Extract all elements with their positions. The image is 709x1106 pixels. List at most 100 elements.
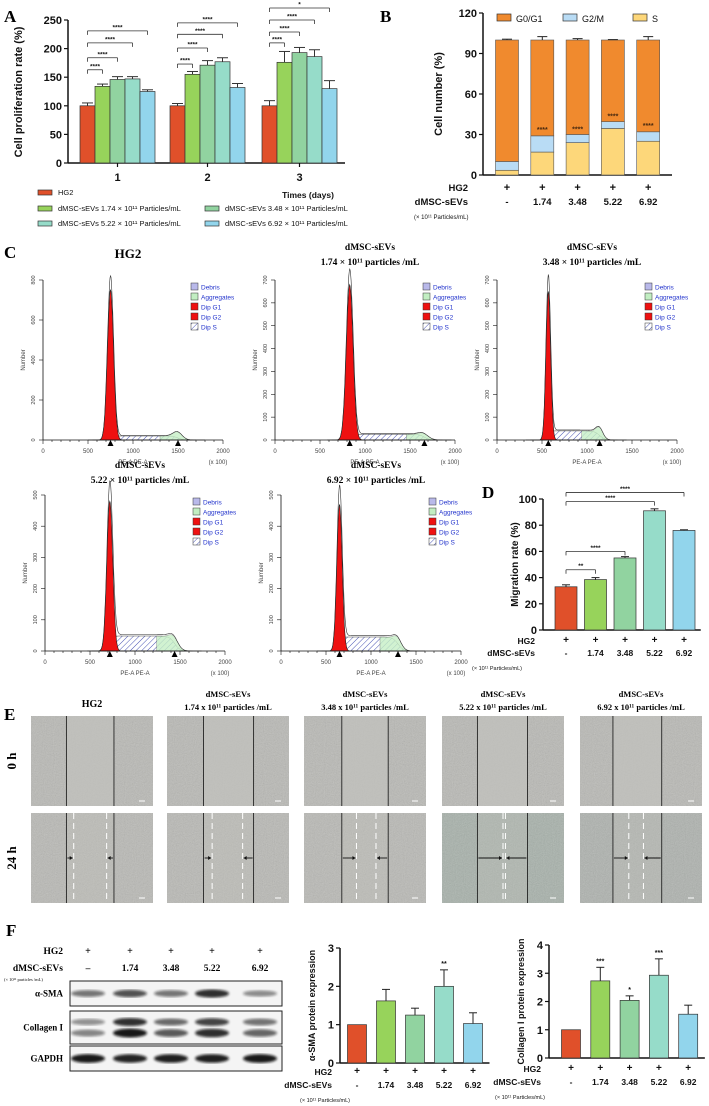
significance-label: **** — [105, 36, 116, 43]
legend-swatch — [562, 13, 578, 22]
y-tick-label: 700 — [485, 275, 491, 284]
row-label: 0 h — [4, 752, 19, 770]
y-tick-label: 600 — [485, 298, 491, 307]
arrow-head-icon — [499, 856, 502, 860]
x-tick-label: 1000 — [126, 449, 140, 455]
concentration-label: 5.22 — [604, 197, 623, 208]
significance-label: **** — [572, 126, 583, 133]
protein-label: Collagen I — [23, 1023, 63, 1033]
y-tick-label: 200 — [485, 390, 491, 399]
legend-swatch — [428, 537, 437, 546]
aggregates-region — [379, 635, 416, 652]
significance-label: **** — [537, 127, 548, 134]
legend-label: dMSC-sEVs 6.92 × 10¹¹ Particles/mL — [225, 219, 348, 228]
y-tick-label: 500 — [263, 321, 269, 330]
flow-histogram: 0 500 1000 1500 2000 0 100 200 300 400 500 PE-A PE-… — [259, 461, 473, 677]
legend-swatch — [192, 517, 201, 526]
protein-band — [113, 1018, 147, 1026]
hg2-plus: + — [574, 182, 580, 194]
y-axis-label: Number — [21, 349, 27, 370]
concentration-label: 6.92 — [676, 648, 693, 658]
legend-label: Aggregates — [439, 510, 473, 517]
protein-band — [195, 989, 229, 998]
y-tick-label: 0 — [471, 170, 477, 182]
legend-label: S — [652, 14, 658, 24]
y-tick-label: 0 — [269, 649, 275, 652]
legend-swatch — [204, 205, 220, 212]
arrow-head-icon — [107, 856, 111, 860]
concentration-label: 6.92 — [465, 1080, 482, 1090]
x-axis-label: PE-A PE-A — [120, 671, 149, 677]
image-texture — [167, 813, 289, 903]
stacked-bar-s — [495, 169, 519, 176]
bar — [214, 61, 231, 164]
protein-band — [195, 1028, 229, 1038]
legend-swatch — [190, 322, 199, 331]
g2-marker-icon — [395, 651, 401, 657]
legend-label: G0/G1 — [516, 14, 543, 24]
sevs-row-label: dMSC-sEVs — [493, 1077, 541, 1087]
legend-swatch — [422, 302, 431, 311]
protein-band — [71, 990, 105, 997]
g1-marker-icon — [346, 440, 353, 446]
column-title: dMSC-sEVs — [343, 689, 389, 699]
x-axis-label: PE-A PE-A — [118, 460, 147, 466]
y-tick-label: 250 — [44, 15, 62, 27]
hg2-row-label: HG2 — [448, 183, 468, 194]
legend-swatch — [496, 13, 512, 22]
y-axis-label: Cell proliferation rate (%) — [13, 26, 25, 157]
significance-label: *** — [596, 958, 604, 965]
hg2-plus: + — [470, 1066, 476, 1077]
legend-label: HG2 — [58, 188, 73, 197]
protein-band — [243, 1054, 277, 1063]
histogram-outline — [327, 267, 452, 441]
legend-swatch — [204, 220, 220, 227]
legend-label: Debris — [439, 500, 459, 507]
sevs-row-label: dMSC-sEVs — [415, 197, 468, 208]
y-tick-label: 700 — [263, 275, 269, 284]
legend-item: dMSC-sEVs 1.74 × 10¹¹ Particles/mL — [37, 204, 181, 213]
y-tick-label: 500 — [485, 321, 491, 330]
x-tick-label: 0 — [41, 449, 45, 455]
y-tick-label: 150 — [44, 72, 62, 84]
y-tick-label: 0 — [485, 438, 491, 441]
unit-note: (× 10¹¹ Particles/mL) — [495, 1095, 545, 1101]
concentration-label: 5.22 — [646, 648, 663, 658]
y-tick-label: 1 — [328, 1020, 334, 1032]
concentration-label: - — [565, 648, 568, 658]
x-tick-label: 0 — [43, 660, 47, 666]
bar — [376, 1000, 396, 1064]
stacked-bar-g2m — [530, 135, 555, 153]
scratch-gap — [203, 716, 254, 806]
x-tick-label: 0 — [495, 449, 499, 455]
significance-label: **** — [643, 123, 654, 130]
y-tick-label: 100 — [519, 494, 537, 506]
bar — [584, 579, 607, 631]
panel-e-wound-images: HG2 dMSC-sEVs 1.74 x 10¹¹ particles /mL dMS… — [4, 689, 702, 903]
panel-label-B: B — [380, 7, 391, 26]
y-tick-label: 600 — [31, 315, 37, 324]
panel-label-C: C — [4, 243, 16, 262]
y-tick-label: 100 — [269, 615, 275, 624]
protein-band — [243, 1029, 277, 1037]
legend-swatch — [644, 292, 653, 301]
aggregates-region — [159, 431, 196, 441]
y-tick-label: 2 — [537, 997, 543, 1009]
legend-label: Aggregates — [201, 295, 235, 302]
legend-item: dMSC-sEVs 5.22 × 10¹¹ Particles/mL — [37, 219, 181, 228]
protein-band — [195, 1054, 229, 1063]
wound-image — [31, 716, 153, 806]
g2-marker-icon — [596, 440, 603, 446]
unit-note: (× 10¹¹ particles /mL) — [4, 977, 43, 982]
concentration-label: 3.48 — [617, 648, 634, 658]
x-tick-label: 1 — [114, 172, 120, 184]
concentration-label: 3.48 — [621, 1077, 638, 1087]
legend-swatch — [644, 282, 653, 291]
legend-swatch — [632, 13, 648, 22]
x-tick-label: 500 — [85, 660, 96, 666]
concentration-label: 5.22 — [436, 1080, 453, 1090]
legend-label: Dip G2 — [655, 315, 676, 322]
legend-swatch — [422, 312, 431, 321]
hg2-plus: + — [627, 1063, 633, 1074]
legend-label: Aggregates — [433, 295, 467, 302]
